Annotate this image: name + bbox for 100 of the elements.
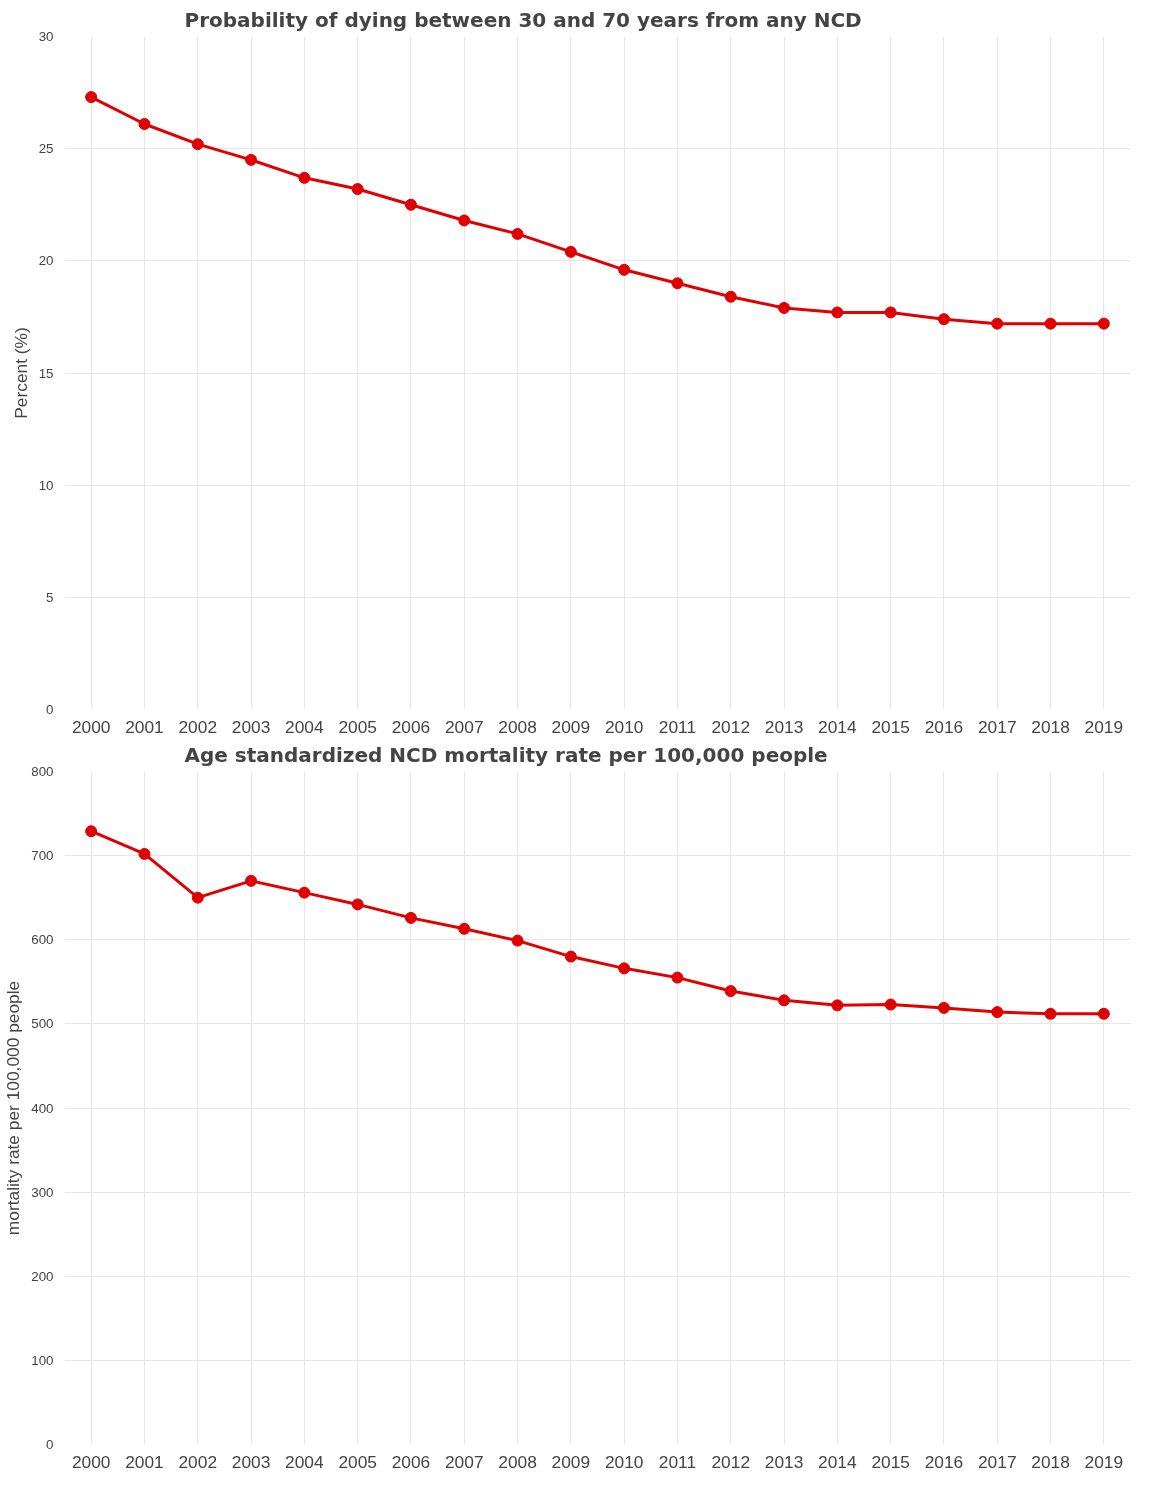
y-tick-label: 100 — [31, 1352, 54, 1368]
x-tick-label: 2012 — [711, 716, 751, 737]
point — [458, 922, 471, 935]
x-tick-label: 2004 — [285, 1451, 324, 1472]
x-tick-label: 2000 — [71, 1451, 111, 1472]
x-tick-label: 2014 — [818, 1451, 857, 1472]
y-tick-label: 800 — [31, 764, 54, 779]
y-axis-title: Percent (%) — [10, 327, 31, 419]
x-tick-label: 2006 — [391, 716, 431, 737]
point — [564, 950, 577, 963]
point — [991, 1006, 1004, 1019]
point — [351, 183, 364, 196]
x-tick-label: 2002 — [178, 716, 218, 737]
y-tick-label: 30 — [38, 29, 54, 44]
x-tick-label: 2003 — [231, 1451, 271, 1472]
point — [1097, 1007, 1110, 1020]
point — [724, 985, 737, 998]
x-tick-label: 2011 — [658, 1451, 697, 1472]
x-tick-label: 2014 — [818, 716, 857, 737]
x-tick-label: 2011 — [658, 716, 697, 737]
y-tick-label: 10 — [38, 477, 54, 493]
y-axis-title: mortality rate per 100,000 people — [3, 980, 24, 1236]
point — [298, 886, 311, 899]
x-tick-label: 2019 — [1084, 1451, 1124, 1472]
x-tick-label: 2007 — [444, 1451, 484, 1472]
point — [245, 153, 258, 166]
y-tick-label: 700 — [31, 848, 54, 864]
x-tick-label: 2015 — [871, 716, 910, 737]
y-tick-label: 0 — [46, 1437, 54, 1452]
point — [191, 138, 204, 151]
point — [831, 306, 844, 319]
point — [1097, 317, 1110, 330]
point — [778, 301, 791, 314]
point — [511, 934, 524, 947]
y-tick-label: 200 — [31, 1268, 54, 1284]
y-tick-label: 0 — [46, 702, 54, 717]
x-tick-label: 2002 — [178, 1451, 218, 1472]
x-tick-label: 2013 — [764, 716, 804, 737]
point — [404, 198, 417, 211]
point — [884, 998, 897, 1011]
x-tick-label: 2007 — [444, 716, 484, 737]
x-tick-label: 2000 — [71, 716, 111, 737]
point — [1044, 1007, 1057, 1020]
x-tick-label: 2013 — [764, 1451, 804, 1472]
x-tick-label: 2008 — [498, 716, 537, 737]
x-tick-label: 2017 — [977, 1451, 1017, 1472]
y-tick-label: 300 — [31, 1184, 54, 1200]
point — [298, 171, 311, 184]
x-tick-label: 2018 — [1031, 716, 1070, 737]
x-tick-label: 2001 — [125, 1451, 164, 1472]
point — [884, 306, 897, 319]
chart-title: Probability of dying between 30 and 70 years from any NCD — [184, 7, 862, 32]
point — [724, 290, 737, 303]
x-tick-label: 2019 — [1084, 716, 1124, 737]
y-tick-label: 20 — [38, 253, 54, 269]
point — [937, 1001, 950, 1014]
point — [245, 874, 258, 887]
x-tick-label: 2005 — [338, 1451, 377, 1472]
point — [85, 91, 98, 104]
y-tick-label: 500 — [31, 1016, 54, 1032]
x-tick-label: 2010 — [604, 1451, 644, 1472]
x-tick-label: 2016 — [924, 716, 964, 737]
x-tick-label: 2012 — [711, 1451, 751, 1472]
point — [138, 847, 151, 860]
point — [511, 227, 524, 240]
point — [564, 245, 577, 258]
chart-title: Age standardized NCD mortality rate per 100,000 people — [184, 742, 828, 767]
y-tick-label: 25 — [38, 141, 54, 157]
point — [831, 999, 844, 1012]
x-tick-label: 2017 — [977, 716, 1017, 737]
point — [618, 263, 631, 276]
x-tick-label: 2005 — [338, 716, 377, 737]
point — [937, 313, 950, 326]
y-tick-label: 600 — [31, 932, 54, 948]
point — [671, 971, 684, 984]
x-tick-label: 2001 — [125, 716, 164, 737]
point — [404, 911, 417, 924]
y-tick-label: 400 — [31, 1100, 54, 1116]
point — [138, 118, 151, 130]
x-tick-label: 2009 — [551, 716, 591, 737]
point — [85, 825, 98, 838]
y-tick-label: 5 — [46, 589, 54, 605]
point — [778, 994, 791, 1007]
point — [458, 214, 471, 227]
x-tick-label: 2018 — [1031, 1451, 1070, 1472]
point — [618, 962, 631, 975]
point — [191, 891, 204, 904]
x-tick-label: 2006 — [391, 1451, 431, 1472]
x-tick-label: 2009 — [551, 1451, 591, 1472]
point — [671, 277, 684, 290]
point — [351, 898, 364, 911]
x-tick-label: 2003 — [231, 716, 271, 737]
point — [991, 317, 1004, 330]
x-tick-label: 2015 — [871, 1451, 910, 1472]
x-tick-label: 2010 — [604, 716, 644, 737]
x-tick-label: 2016 — [924, 1451, 964, 1472]
point — [1044, 317, 1057, 330]
y-tick-label: 15 — [38, 365, 54, 381]
x-tick-label: 2004 — [285, 716, 324, 737]
x-tick-label: 2008 — [498, 1451, 537, 1472]
